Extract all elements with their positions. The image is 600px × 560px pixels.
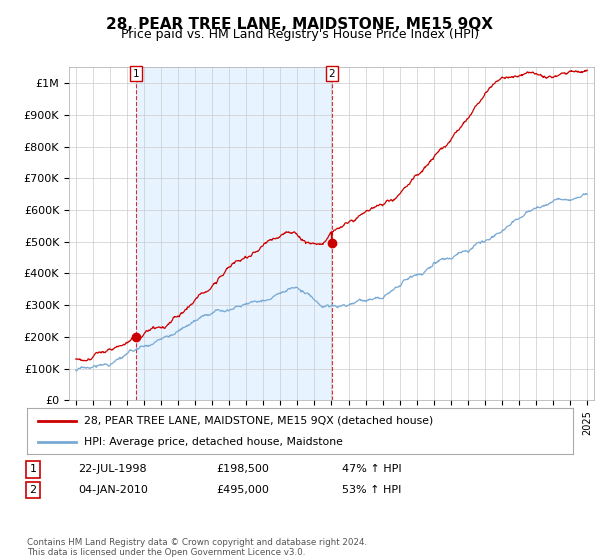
Text: 2: 2	[29, 485, 37, 495]
Text: £198,500: £198,500	[216, 464, 269, 474]
Text: £495,000: £495,000	[216, 485, 269, 495]
Text: 28, PEAR TREE LANE, MAIDSTONE, ME15 9QX (detached house): 28, PEAR TREE LANE, MAIDSTONE, ME15 9QX …	[85, 416, 434, 426]
Text: Contains HM Land Registry data © Crown copyright and database right 2024.
This d: Contains HM Land Registry data © Crown c…	[27, 538, 367, 557]
Bar	[136, 67, 332, 400]
Text: 2: 2	[328, 69, 335, 79]
Text: 04-JAN-2010: 04-JAN-2010	[78, 485, 148, 495]
Text: HPI: Average price, detached house, Maidstone: HPI: Average price, detached house, Maid…	[85, 437, 343, 447]
Text: 28, PEAR TREE LANE, MAIDSTONE, ME15 9QX: 28, PEAR TREE LANE, MAIDSTONE, ME15 9QX	[107, 17, 493, 32]
Text: 53% ↑ HPI: 53% ↑ HPI	[342, 485, 401, 495]
Text: 22-JUL-1998: 22-JUL-1998	[78, 464, 146, 474]
Text: 47% ↑ HPI: 47% ↑ HPI	[342, 464, 401, 474]
Text: 1: 1	[133, 69, 140, 79]
Text: Price paid vs. HM Land Registry's House Price Index (HPI): Price paid vs. HM Land Registry's House …	[121, 28, 479, 41]
Text: 1: 1	[29, 464, 37, 474]
